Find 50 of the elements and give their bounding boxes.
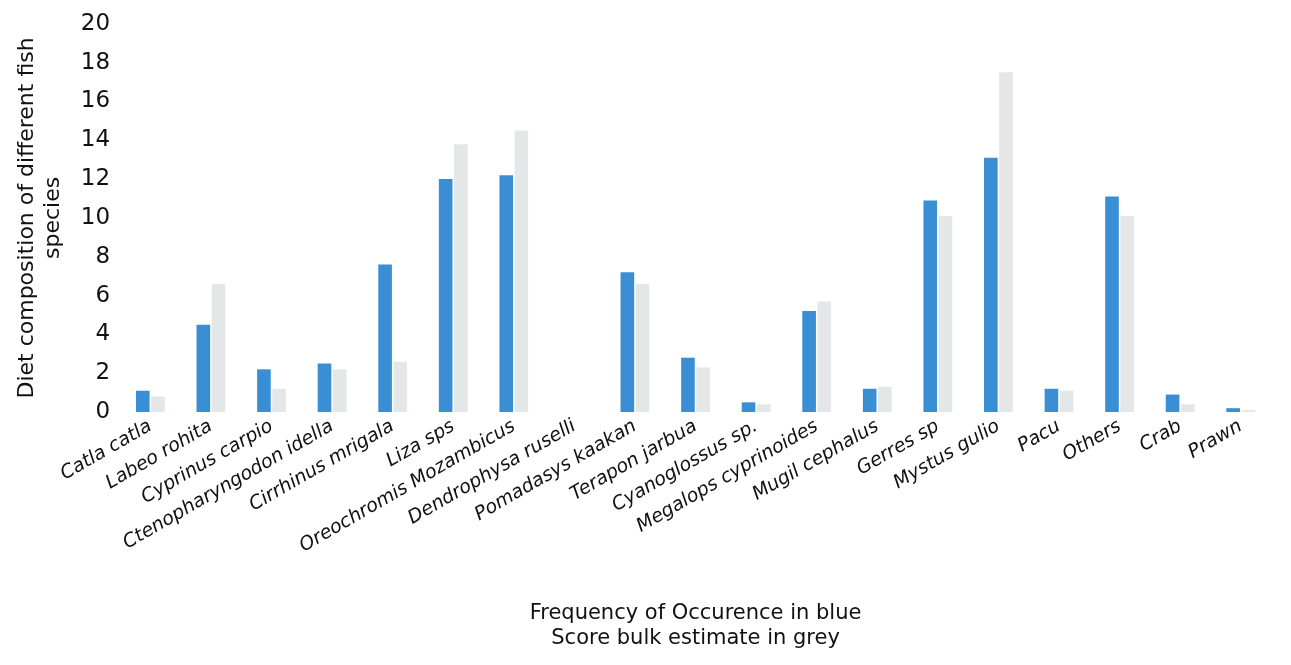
bar	[1120, 215, 1134, 413]
bar	[393, 361, 408, 413]
bar	[802, 311, 816, 413]
bar	[681, 357, 695, 413]
y-tick-label: 16	[80, 86, 111, 113]
bar	[756, 404, 771, 413]
bar	[1180, 404, 1195, 413]
bar	[1165, 394, 1180, 413]
bar	[741, 402, 756, 413]
x-axis-title: Frequency of Occurence in blue Score bulk estimate in grey	[529, 599, 862, 649]
y-tick-label: 12	[80, 164, 111, 191]
x-tick-label: Pacu	[1013, 413, 1064, 456]
bar	[999, 72, 1013, 413]
bar	[453, 144, 468, 413]
y-tick-label: 6	[95, 280, 111, 307]
bar	[196, 324, 211, 413]
y-tick-label: 14	[80, 125, 111, 152]
bar	[514, 130, 529, 413]
bar	[1105, 196, 1119, 413]
y-tick-label: 20	[80, 8, 111, 35]
y-tick-label: 10	[80, 202, 111, 229]
bar	[332, 369, 347, 413]
bar	[257, 369, 271, 413]
bar	[923, 200, 938, 413]
y-tick-label: 0	[95, 397, 111, 424]
bar	[696, 367, 710, 413]
bar	[635, 283, 650, 413]
bar	[878, 386, 892, 413]
bar	[211, 283, 226, 413]
y-tick-label: 2	[95, 358, 111, 385]
bar	[151, 396, 165, 413]
bar	[1059, 390, 1074, 413]
y-axis-title: Diet composition of different fish species	[12, 37, 65, 399]
bar	[378, 264, 392, 413]
bar	[862, 388, 877, 413]
bar	[135, 390, 150, 413]
bar	[984, 157, 998, 413]
bar	[1044, 388, 1059, 413]
bar	[1226, 408, 1240, 413]
bar	[272, 388, 286, 413]
y-tick-label: 4	[95, 319, 111, 346]
y-tick-label: 18	[80, 47, 111, 74]
bar	[938, 215, 953, 413]
x-tick-label: Crab	[1134, 413, 1185, 456]
bar	[817, 301, 832, 413]
bar	[499, 175, 514, 413]
y-tick-label: 8	[95, 241, 111, 268]
bar	[438, 179, 453, 413]
bar	[317, 363, 332, 413]
bar	[620, 272, 635, 413]
